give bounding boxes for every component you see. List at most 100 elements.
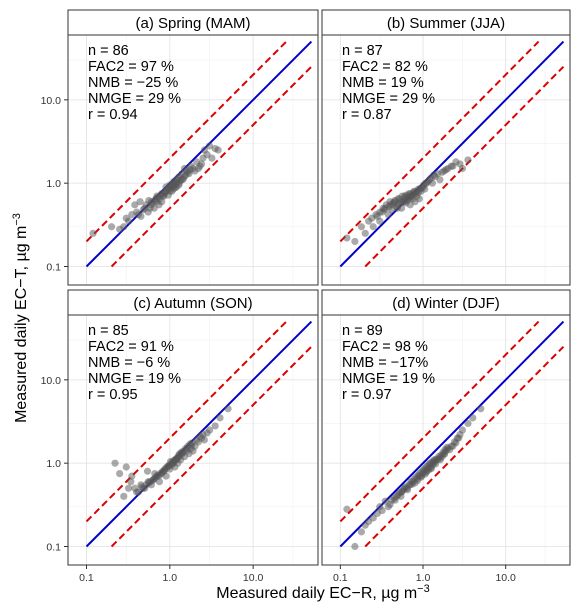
data-point xyxy=(197,160,206,168)
y-tick-label: 0.1 xyxy=(46,262,61,274)
data-point xyxy=(175,181,183,189)
stat-line: NMB = −17% xyxy=(342,355,428,371)
data-point xyxy=(455,434,463,442)
data-point xyxy=(427,465,435,473)
data-point xyxy=(458,164,467,173)
points-2 xyxy=(343,156,472,246)
data-point xyxy=(376,217,384,225)
stat-line: n = 87 xyxy=(342,43,383,59)
data-point xyxy=(205,426,214,434)
data-point xyxy=(208,154,216,162)
data-point xyxy=(408,480,416,488)
upper-2x-line xyxy=(85,40,288,243)
data-point xyxy=(116,469,124,478)
stat-line: r = 0.87 xyxy=(342,107,392,123)
data-point xyxy=(391,496,399,504)
points-3 xyxy=(111,405,232,500)
data-point xyxy=(436,176,444,184)
stat-line: r = 0.97 xyxy=(342,387,392,403)
data-point xyxy=(186,166,194,174)
data-point xyxy=(214,146,222,154)
data-point xyxy=(127,478,135,486)
data-point xyxy=(469,414,477,422)
data-point xyxy=(372,210,380,219)
x-tick-label: 1.0 xyxy=(416,572,431,584)
stat-line: r = 0.94 xyxy=(88,107,138,123)
y-axis-title: Measured daily EC−T, µg m−3 xyxy=(11,213,30,423)
data-point xyxy=(128,472,136,480)
data-point xyxy=(357,528,366,536)
data-point xyxy=(397,492,405,500)
data-point xyxy=(122,463,130,471)
data-point xyxy=(403,484,411,492)
stat-line: NMB = −6 % xyxy=(88,355,170,371)
y-tick-label: 1.0 xyxy=(46,178,61,190)
data-point xyxy=(440,450,449,458)
x-tick-label: 1.0 xyxy=(163,572,178,584)
data-point xyxy=(124,484,133,492)
stat-line: NMB = 19 % xyxy=(342,75,424,91)
x-tick-label: 10.0 xyxy=(243,572,264,584)
upper-2x-line xyxy=(85,320,288,523)
data-point xyxy=(216,414,224,422)
y-axis-title-sup: −3 xyxy=(11,213,23,226)
lower-half-line xyxy=(110,65,313,268)
data-point xyxy=(131,484,139,492)
data-point xyxy=(464,156,472,164)
data-point xyxy=(134,210,143,219)
stat-line: FAC2 = 97 % xyxy=(88,59,174,75)
data-point xyxy=(145,196,153,205)
data-point xyxy=(111,459,119,467)
upper-2x-line xyxy=(339,40,540,243)
y-tick-label: 10.0 xyxy=(41,95,62,107)
stat-line: NMGE = 29 % xyxy=(342,91,435,107)
data-point xyxy=(152,195,160,203)
x-tick-label: 0.1 xyxy=(79,572,94,584)
data-point xyxy=(124,217,133,225)
x-axis-title: Measured daily EC−R, µg m−3 xyxy=(216,583,429,602)
stat-line: n = 86 xyxy=(88,43,129,59)
stat-line: FAC2 = 91 % xyxy=(88,339,174,355)
data-point xyxy=(89,229,97,237)
panel-border-1 xyxy=(67,34,319,286)
data-point xyxy=(178,449,187,457)
data-point xyxy=(351,542,359,551)
data-point xyxy=(449,162,457,170)
data-point xyxy=(384,503,392,511)
strip-1 xyxy=(67,9,319,36)
data-point xyxy=(351,237,359,246)
strip-title-2: (b) Summer (JJA) xyxy=(387,15,505,32)
data-point xyxy=(138,483,146,491)
lower-half-line xyxy=(364,345,565,548)
data-point xyxy=(393,204,401,212)
data-point xyxy=(120,223,128,231)
data-point xyxy=(458,426,467,434)
data-point xyxy=(361,229,369,237)
panel-border-4 xyxy=(321,314,571,566)
data-point xyxy=(436,456,444,464)
data-point xyxy=(107,223,116,231)
x-tick-label: 10.0 xyxy=(495,572,516,584)
data-point xyxy=(224,405,232,413)
one-to-one-line xyxy=(339,40,565,268)
data-point xyxy=(442,166,450,174)
stat-line: n = 89 xyxy=(342,323,383,339)
strip-title-1: (a) Spring (MAM) xyxy=(135,15,250,32)
data-point xyxy=(430,171,438,179)
strip-title-4: (d) Winter (DJF) xyxy=(392,295,500,312)
data-point xyxy=(477,405,485,413)
lower-half-line xyxy=(364,65,565,268)
data-point xyxy=(343,234,351,242)
data-point xyxy=(136,198,144,206)
x-tick-label: 0.1 xyxy=(333,572,348,584)
data-point xyxy=(415,195,423,203)
data-point xyxy=(150,475,158,483)
y-axis-title-main: Measured daily EC−T, µg m xyxy=(13,226,30,423)
data-point xyxy=(187,441,196,449)
points-1 xyxy=(89,142,222,237)
data-point xyxy=(155,201,163,209)
lower-half-line xyxy=(110,345,313,548)
